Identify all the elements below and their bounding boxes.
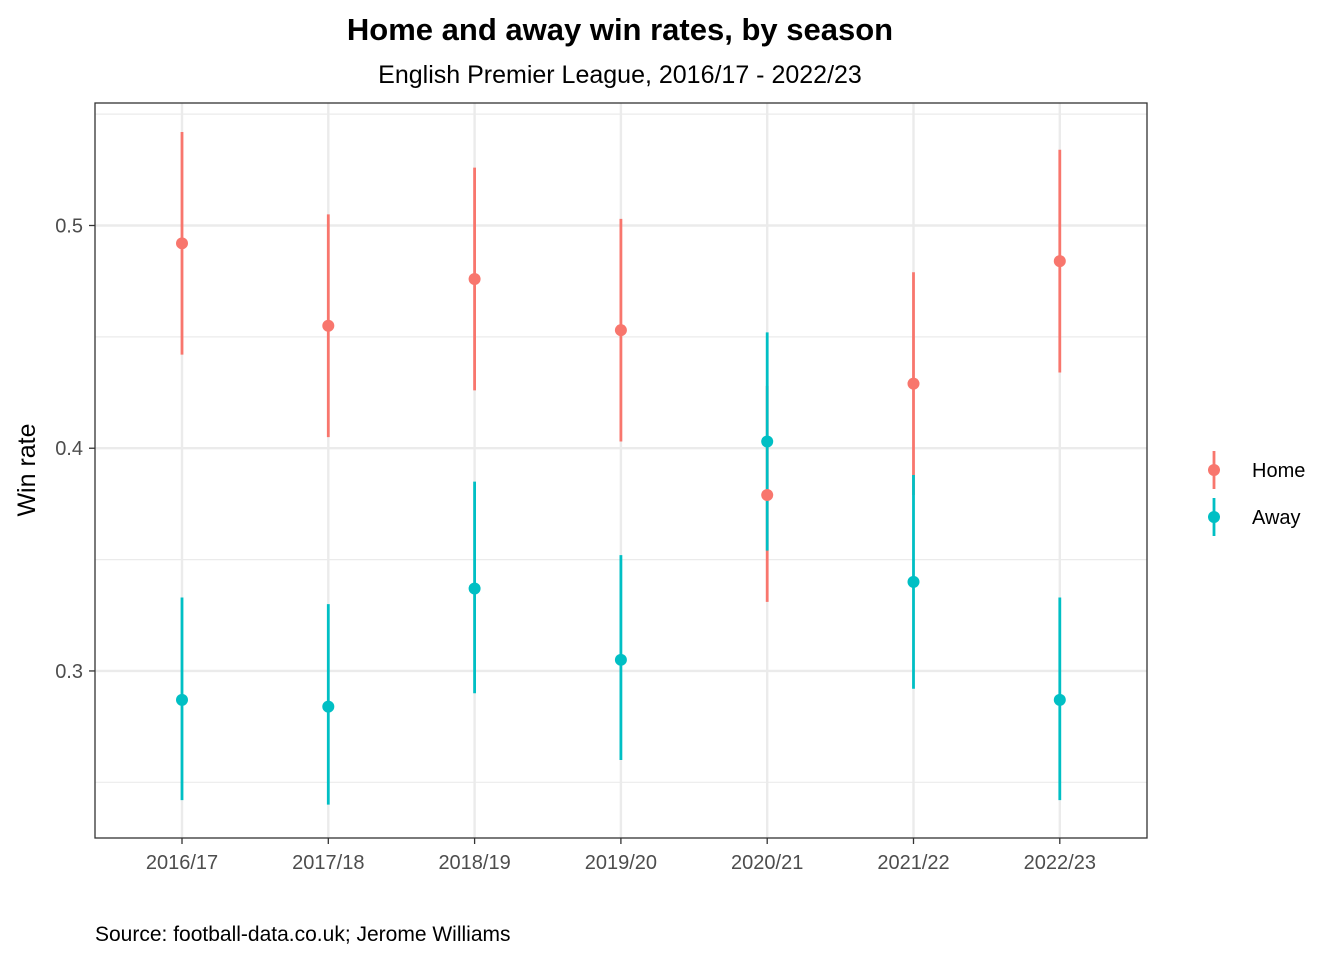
y-tick-label: 0.3 [55, 661, 83, 683]
x-tick-label: 2016/17 [146, 852, 218, 874]
y-axis-label: Win rate [13, 423, 41, 516]
x-tick-label: 2019/20 [585, 852, 657, 874]
legend: Home Away [1208, 451, 1305, 536]
away-point [1053, 693, 1066, 706]
away-point [468, 582, 481, 595]
away-point [907, 575, 920, 588]
legend-label-away: Away [1252, 507, 1301, 529]
away-point [322, 700, 335, 713]
x-tick-label: 2022/23 [1024, 852, 1096, 874]
home-point [176, 237, 188, 250]
x-tick-label: 2020/21 [731, 852, 803, 874]
home-point [1053, 255, 1066, 268]
x-tick-label: 2021/22 [877, 852, 949, 874]
home-point [468, 272, 481, 285]
x-tick-label: 2017/18 [292, 852, 364, 874]
home-point [322, 319, 335, 332]
home-point [761, 489, 774, 501]
legend-label-home: Home [1252, 460, 1305, 482]
home-point [614, 324, 627, 337]
away-point [761, 435, 774, 448]
data-points [176, 237, 1066, 713]
home-point [907, 377, 920, 390]
chart-title: Home and away win rates, by season [347, 12, 893, 47]
chart-caption: Source: football-data.co.uk; Jerome Will… [95, 923, 511, 946]
away-point [176, 693, 188, 706]
y-axis: 0.3 0.4 0.5 [55, 216, 95, 683]
away-point [614, 653, 627, 666]
x-axis: 2016/17 2017/18 2018/19 2019/20 2020/21 2021/… [146, 838, 1096, 874]
legend-key-home-point [1208, 464, 1220, 476]
x-tick-label: 2018/19 [438, 852, 510, 874]
y-tick-label: 0.5 [55, 216, 83, 238]
chart-subtitle: English Premier League, 2016/17 - 2022/2… [378, 61, 862, 89]
legend-key-away-point [1208, 511, 1220, 523]
y-tick-label: 0.4 [55, 438, 83, 460]
